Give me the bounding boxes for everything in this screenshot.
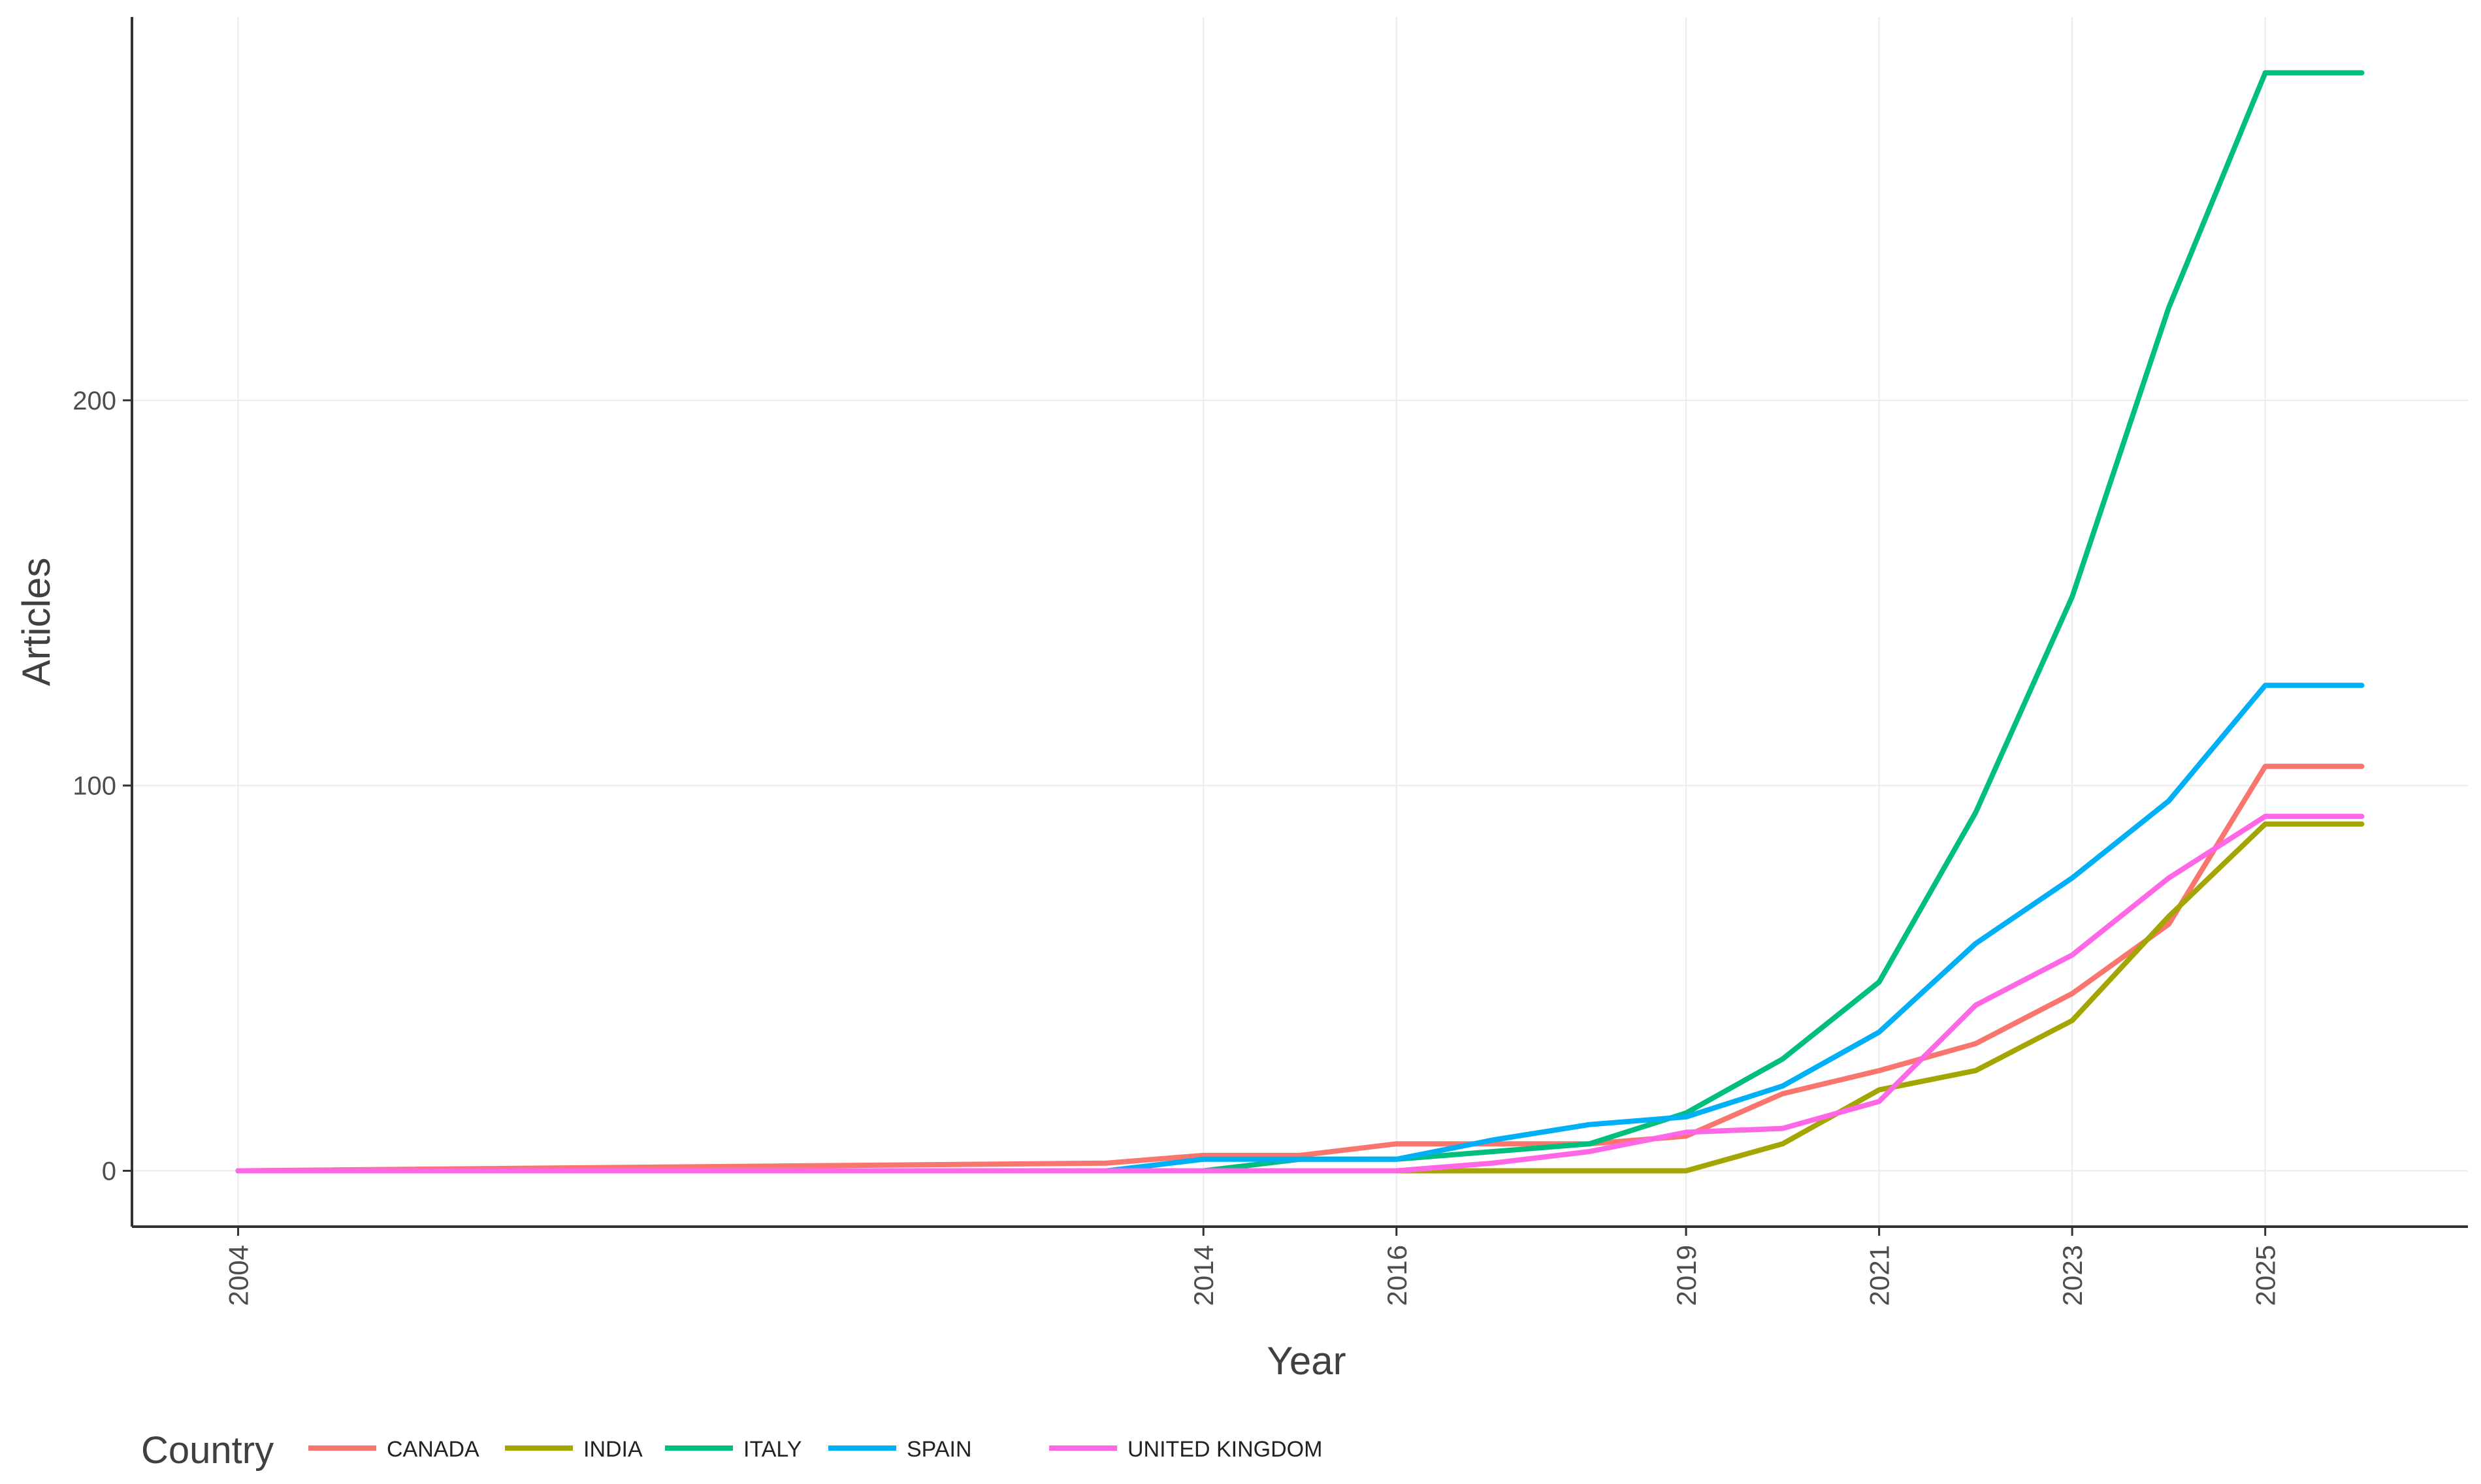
series-lines xyxy=(235,70,2365,1174)
axes xyxy=(131,17,2468,1228)
legend-label: UNITED KINGDOM xyxy=(1127,1437,1322,1462)
x-tick-label: 2023 xyxy=(2057,1245,2088,1306)
legend-label: ITALY xyxy=(743,1437,802,1462)
series-line xyxy=(235,764,2365,1174)
legend-label: INDIA xyxy=(583,1437,643,1462)
series-line xyxy=(235,683,2365,1174)
grid-lines xyxy=(132,17,2468,1227)
legend-label: CANADA xyxy=(387,1437,479,1462)
x-tick-label: 2019 xyxy=(1671,1245,1702,1306)
legend-label: SPAIN xyxy=(907,1437,972,1462)
x-tick-label: 2025 xyxy=(2250,1245,2281,1306)
x-axis-label: Year xyxy=(1267,1339,1346,1383)
x-tick-label: 2021 xyxy=(1864,1245,1895,1306)
x-tick-label: 2004 xyxy=(223,1245,254,1306)
y-tick-label: 200 xyxy=(73,387,116,415)
x-tick-label: 2014 xyxy=(1188,1245,1219,1306)
y-tick-label: 100 xyxy=(73,772,116,801)
y-axis-label: Articles xyxy=(14,558,58,686)
legend: Country CANADA INDIA ITALY SPAIN UNITED KING… xyxy=(141,1429,1322,1472)
y-tick-label: 0 xyxy=(102,1157,116,1186)
series-line xyxy=(235,70,2365,1174)
legend-title: Country xyxy=(141,1429,274,1472)
tick-labels: 0 100 200 2004 2014 2016 2019 2021 2023 2025 xyxy=(73,387,2280,1306)
x-tick-label: 2016 xyxy=(1382,1245,1412,1306)
series-line xyxy=(235,813,2365,1174)
